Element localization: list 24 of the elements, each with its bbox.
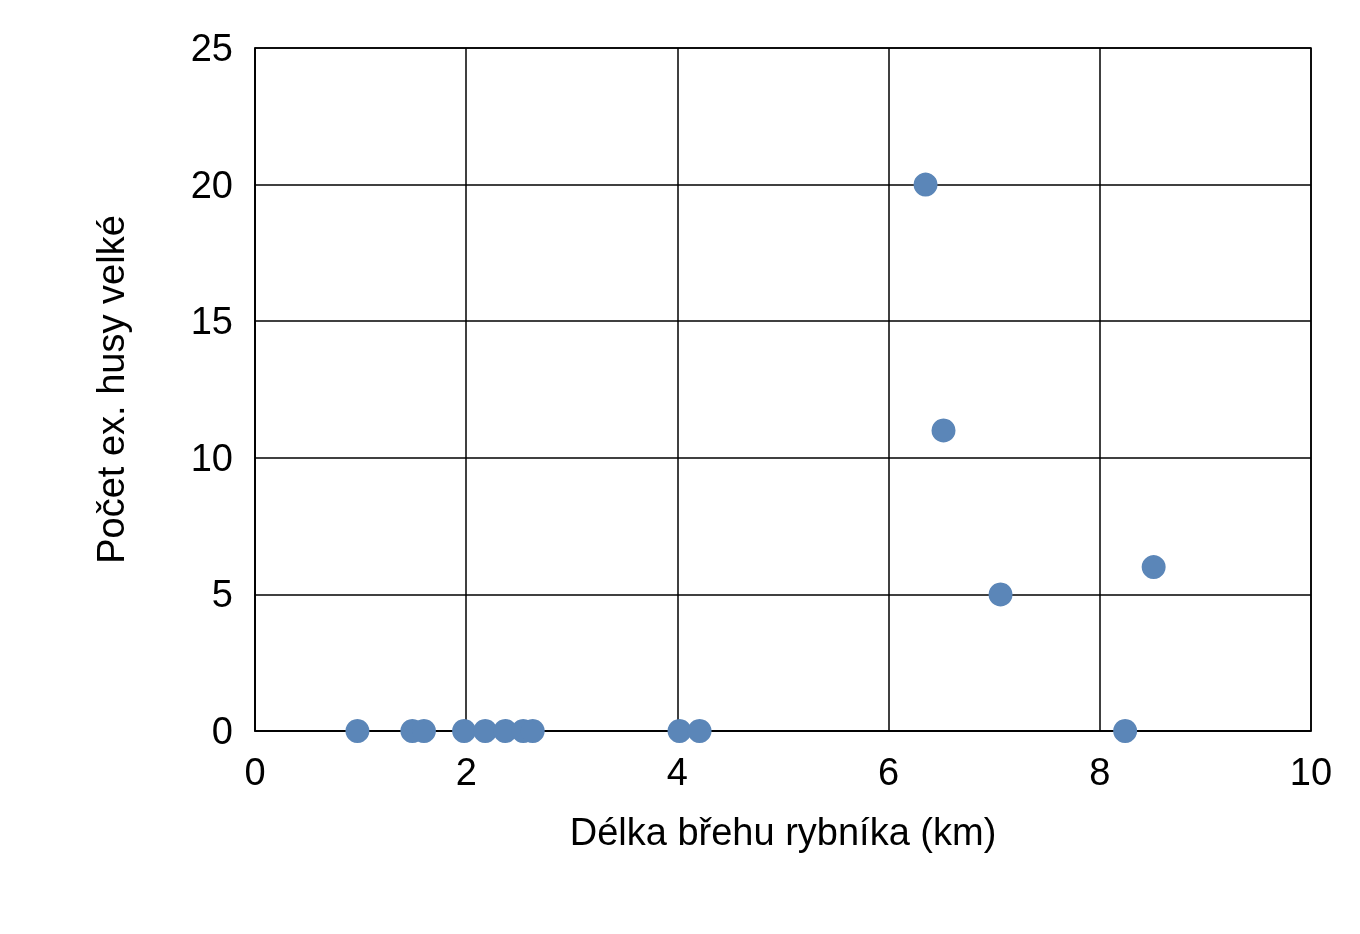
y-tick-label: 15 xyxy=(190,300,233,343)
x-tick-label: 10 xyxy=(1289,751,1333,793)
point xyxy=(931,418,956,443)
point xyxy=(988,582,1013,607)
x-tick-label: 2 xyxy=(455,751,477,793)
point xyxy=(1141,555,1166,580)
y-axis-title: Počet ex. husy velké xyxy=(90,215,132,564)
point xyxy=(345,719,370,743)
point xyxy=(1113,719,1138,743)
point xyxy=(667,719,692,743)
point xyxy=(473,719,498,743)
x-tick-label: 6 xyxy=(878,751,900,793)
x-axis-title: Délka břehu rybníka (km) xyxy=(569,811,997,853)
y-tick-label: 25 xyxy=(190,27,233,69)
x-tick-label: 8 xyxy=(1089,751,1111,793)
point xyxy=(913,172,938,197)
point xyxy=(452,719,477,743)
x-tick-label: 0 xyxy=(244,751,266,793)
y-tick-label: 0 xyxy=(211,710,233,752)
y-tick-label: 5 xyxy=(211,573,233,616)
point xyxy=(687,719,712,743)
y-tick-label: 10 xyxy=(190,436,233,479)
x-tick-label: 4 xyxy=(666,751,688,793)
y-tick-label: 20 xyxy=(190,163,233,206)
